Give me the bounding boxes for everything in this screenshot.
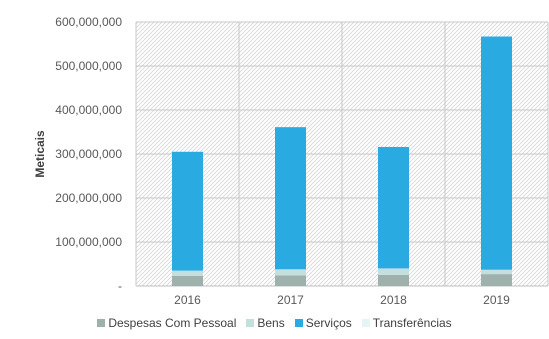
legend-swatch [97,319,106,327]
legend-label: Serviços [305,316,352,330]
bar-2017-series-1 [275,269,306,276]
legend: Despesas Com Pessoal Bens Serviços Transfer… [0,316,549,330]
x-tick-label: 2019 [483,293,510,307]
bar-2018-series-0 [378,275,409,286]
bar-2016-series-2 [172,151,203,271]
bar-2017-series-2 [275,127,306,270]
y-tick-label: 500,000,000 [55,59,122,73]
y-tick-label: 400,000,000 [55,103,122,117]
bar-2019-series-1 [481,269,512,275]
gridlines [135,21,549,287]
bars [172,36,512,286]
y-tick-label: 200,000,000 [55,191,122,205]
x-axis-ticks: 2016 2017 2018 2019 [174,293,510,307]
x-tick-label: 2017 [277,293,304,307]
legend-label: Despesas Com Pessoal [108,316,237,330]
legend-label: Bens [257,316,285,330]
y-axis-title: Meticais [33,130,47,178]
legend-swatch [361,319,370,327]
legend-swatch [246,319,255,327]
legend-item: Despesas Com Pessoal [97,316,236,330]
bar-2018-series-2 [378,146,409,269]
bar-2019-series-0 [481,274,512,286]
legend-label: Transferências [372,316,452,330]
legend-item: Transferências [361,316,452,330]
x-tick-label: 2018 [380,293,407,307]
y-tick-label: - [118,279,122,293]
y-tick-label: 300,000,000 [55,147,122,161]
y-axis-ticks: - 100,000,000 200,000,000 300,000,000 400,00… [55,15,122,293]
legend-swatch [294,319,303,327]
y-tick-label: 600,000,000 [55,15,122,29]
bar-2019-series-2 [481,36,512,270]
bar-2018-series-1 [378,268,409,275]
bar-2017-series-0 [275,275,306,286]
y-tick-label: 100,000,000 [55,235,122,249]
legend-item: Bens [246,316,285,330]
bar-2016-series-1 [172,270,203,276]
bar-2016-series-0 [172,275,203,286]
legend-item: Serviços [294,316,352,330]
x-tick-label: 2016 [174,293,201,307]
